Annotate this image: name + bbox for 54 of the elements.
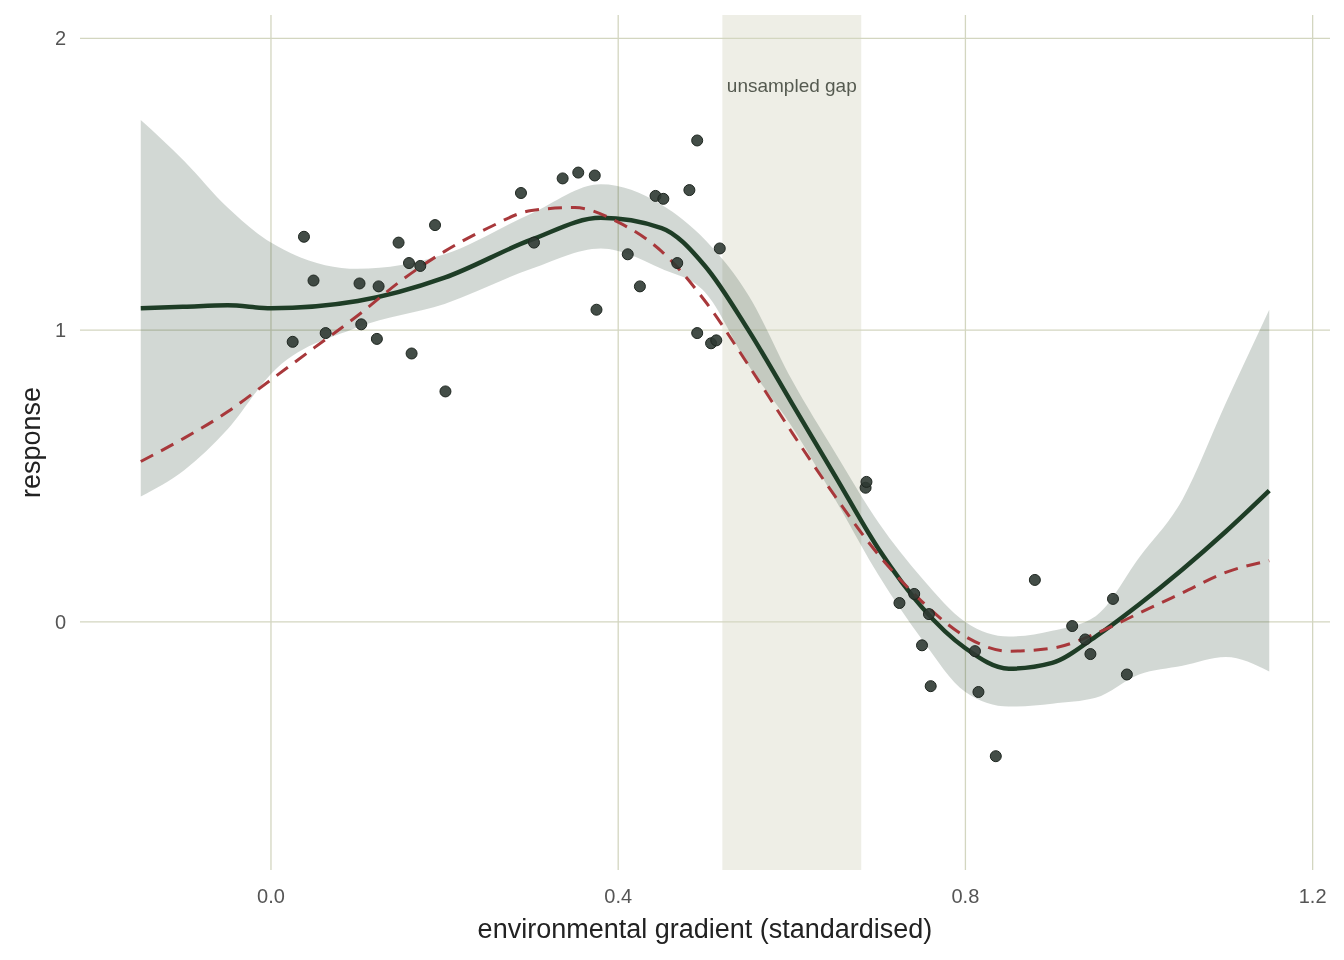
point [1066,620,1079,633]
point [916,639,929,652]
y-tick-label: 2 [54,27,66,50]
y-tick-label: 1 [54,319,66,342]
point [370,332,383,345]
point [297,230,310,243]
point [429,219,442,232]
point [402,257,415,270]
point [860,475,873,488]
point [621,248,634,261]
point [1106,592,1119,605]
point [968,645,981,658]
point [989,750,1002,763]
point [286,335,299,348]
x-tick-label: 1.2 [1298,885,1327,907]
point [527,236,540,249]
x-tick-label: 0.8 [951,885,980,907]
point [588,169,601,182]
point [691,327,704,340]
point [355,318,368,331]
point [671,257,684,270]
point [1120,668,1133,681]
point [683,184,696,197]
point [372,280,385,293]
point [319,327,332,340]
point [908,587,921,600]
point [972,686,985,698]
point [657,192,670,205]
point [710,334,723,347]
point [414,259,427,272]
point [713,242,726,255]
point [353,277,366,290]
point [1084,648,1097,661]
point [514,187,527,199]
point [572,166,585,179]
y-axis-title: response [16,386,46,499]
band-label: unsampled gap [726,75,857,96]
x-tick-label: 0.0 [257,885,285,907]
point [1028,573,1041,586]
point [922,608,935,621]
point [556,172,569,185]
point [633,280,646,293]
point [405,347,418,360]
x-tick-label: 0.4 [604,885,633,907]
point [590,303,603,316]
y-tick-label: 0 [54,610,66,633]
point [893,597,906,609]
point [439,385,452,398]
point [307,274,320,287]
point [691,134,704,147]
point [1079,633,1092,646]
point [392,236,405,249]
point [924,680,937,693]
x-axis-title: environmental gradient (standardised) [477,914,933,944]
